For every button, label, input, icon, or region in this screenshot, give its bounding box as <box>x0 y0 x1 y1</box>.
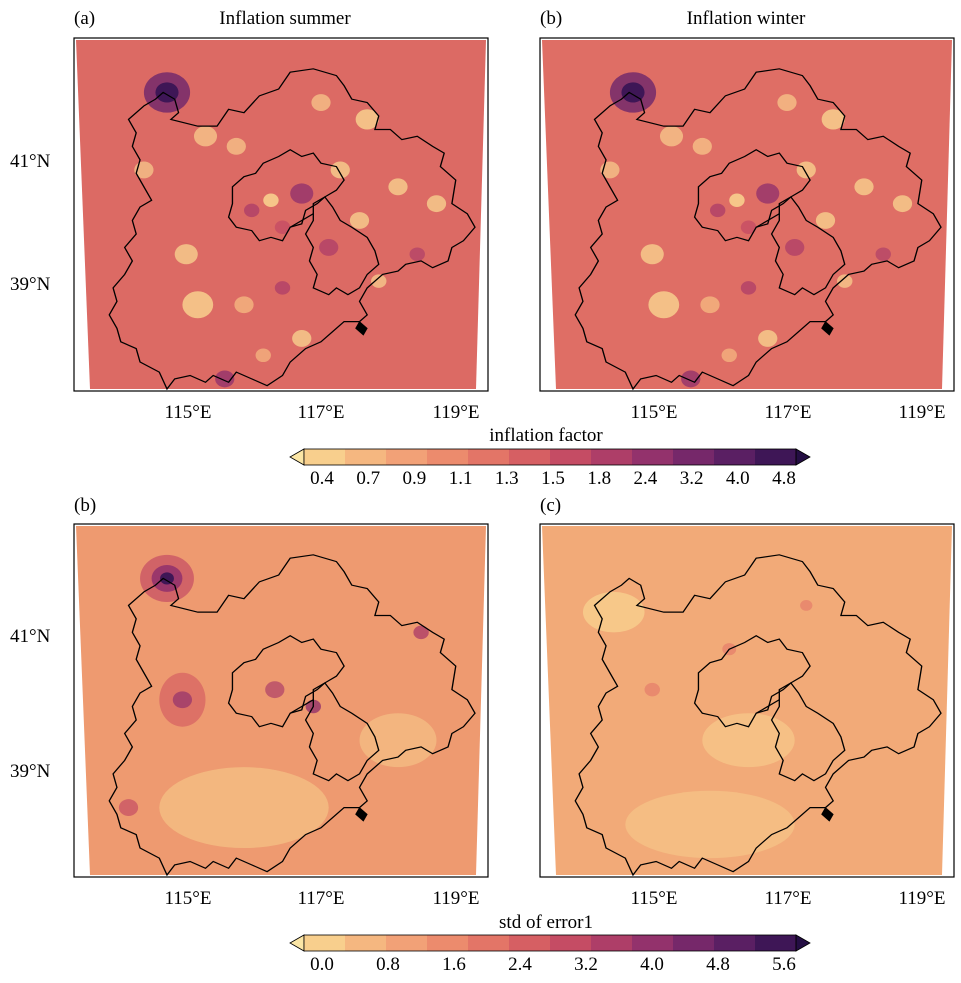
colorbar-segment <box>345 935 387 951</box>
colorbar-tick-label: 3.2 <box>574 954 598 975</box>
lon-label-115e: 115°E <box>630 402 678 423</box>
colorbar-segment <box>632 935 674 951</box>
colorbar-segment <box>550 935 592 951</box>
colorbar-segment <box>755 449 797 465</box>
lon-label-117e: 117°E <box>297 402 345 423</box>
lat-label-41n-top: 41°N <box>10 151 51 172</box>
colorbar-extend-low <box>289 448 305 466</box>
colorbar-tick-label: 0.9 <box>402 468 427 489</box>
colorbar-title-inflation: inflation factor <box>489 425 603 446</box>
colorbar-extend-high <box>795 448 811 466</box>
lat-label-39n-bottom: 39°N <box>10 761 51 782</box>
lon-label-119e: 119°E <box>898 402 946 423</box>
lon-label-115e: 115°E <box>164 402 212 423</box>
lat-label-41n-bottom: 41°N <box>10 626 51 647</box>
colorbar-tick-label: 0.8 <box>376 954 400 975</box>
panel-tag-c: (c) <box>540 495 562 516</box>
colorbar-segment <box>755 935 797 951</box>
colorbar-tick-label: 4.8 <box>706 954 730 975</box>
lon-label-117e: 117°E <box>764 888 812 909</box>
colorbar-tick-label: 4.0 <box>640 954 664 975</box>
lon-label-119e: 119°E <box>432 402 480 423</box>
colorbar-tick-label: 1.1 <box>448 468 473 489</box>
colorbar-segment <box>673 449 715 465</box>
panel-tag-b-error: (b) <box>74 495 97 516</box>
colorbar-segment <box>427 935 469 951</box>
colorbar-inflation <box>289 448 811 466</box>
colorbar-segment <box>304 935 346 951</box>
colorbar-std-error <box>289 934 811 952</box>
lon-label-115e: 115°E <box>630 888 678 909</box>
panel-tag-b-winter: (b) <box>540 8 563 29</box>
colorbar-title-std-error: std of error1 <box>499 912 593 933</box>
map-panel-b-error <box>73 523 489 878</box>
colorbar-segment <box>550 449 592 465</box>
panel-title-b-winter: Inflation winter <box>686 8 806 29</box>
map-panel-c <box>539 523 955 878</box>
colorbar-segment <box>345 449 387 465</box>
panel-tag-a: (a) <box>74 8 96 29</box>
map-panel-a <box>73 37 489 392</box>
colorbar-tick-label: 1.6 <box>442 954 466 975</box>
colorbar-tick-label: 0.4 <box>310 468 334 489</box>
colorbar-tick-label: 4.8 <box>772 468 796 489</box>
colorbar-segment <box>468 449 510 465</box>
colorbar-segment <box>632 449 674 465</box>
colorbar-segment <box>468 935 510 951</box>
colorbar-tick-label: 1.8 <box>587 468 612 489</box>
lon-label-117e: 117°E <box>764 402 812 423</box>
colorbar-frame <box>303 448 797 466</box>
colorbar-segment <box>591 935 633 951</box>
colorbar-extend-high <box>795 934 811 952</box>
colorbar-tick-label: 4.0 <box>725 468 750 489</box>
colorbar-segment <box>304 449 346 465</box>
colorbar-segment <box>386 935 428 951</box>
colorbar-tick-label: 1.5 <box>541 468 565 489</box>
colorbar-segment <box>714 449 756 465</box>
colorbar-tick-label: 2.4 <box>633 468 658 489</box>
colorbar-segment <box>427 449 469 465</box>
colorbar-segment <box>714 935 756 951</box>
colorbar-tick-label: 0.0 <box>310 954 334 975</box>
colorbar-tick-label: 5.6 <box>772 954 796 975</box>
lon-label-115e: 115°E <box>164 888 212 909</box>
colorbar-frame <box>303 934 797 952</box>
colorbar-tick-label: 2.4 <box>508 954 532 975</box>
colorbar-tick-label: 1.3 <box>494 468 519 489</box>
colorbar-segment <box>591 449 633 465</box>
colorbar-segment <box>673 935 715 951</box>
lat-label-39n-top: 39°N <box>10 274 51 295</box>
lon-label-119e: 119°E <box>432 888 480 909</box>
colorbar-extend-low <box>289 934 305 952</box>
lon-label-119e: 119°E <box>898 888 946 909</box>
panel-title-a: Inflation summer <box>219 8 351 29</box>
colorbar-segment <box>509 935 551 951</box>
colorbar-segment <box>509 449 551 465</box>
colorbar-tick-label: 0.7 <box>356 468 381 489</box>
lon-label-117e: 117°E <box>297 888 345 909</box>
colorbar-segment <box>386 449 428 465</box>
colorbar-tick-label: 3.2 <box>679 468 704 489</box>
map-panel-b-winter <box>539 37 955 392</box>
